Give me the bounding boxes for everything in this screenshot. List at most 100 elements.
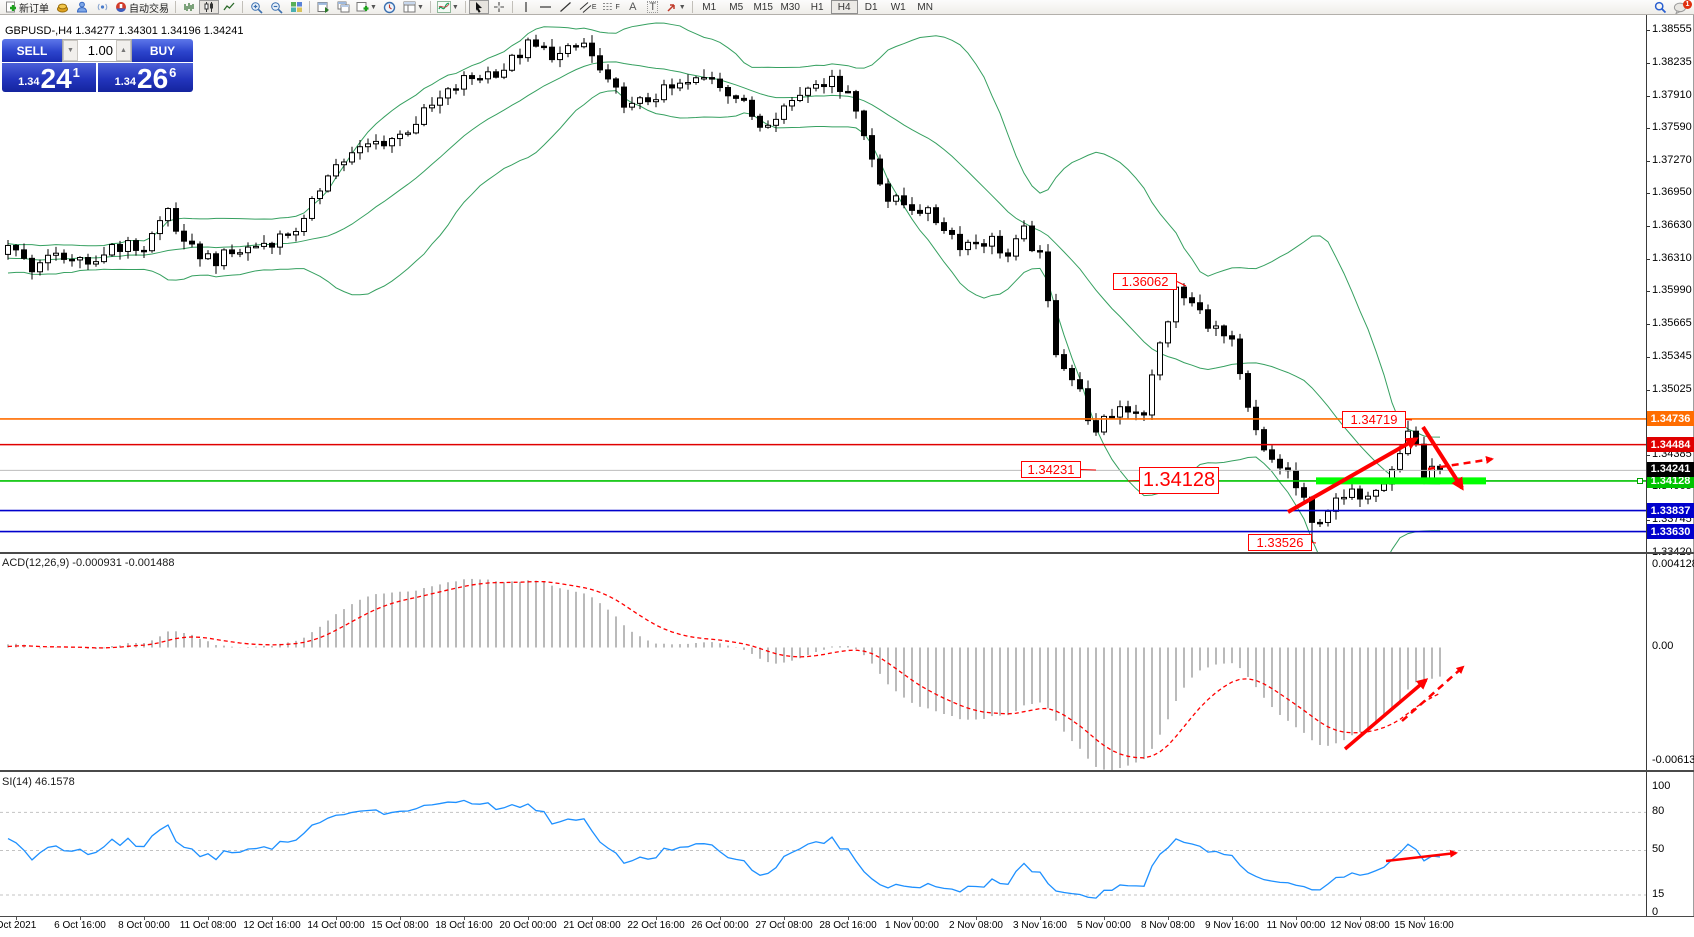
search-button[interactable] <box>1650 1 1670 15</box>
timeframe-button-m30[interactable]: M30 <box>780 1 800 13</box>
time-axis-label: 27 Oct 08:00 <box>755 920 813 931</box>
timeframe-button-mn[interactable]: MN <box>917 1 933 13</box>
price-tick-mark <box>1646 160 1650 162</box>
time-axis-label: 28 Oct 16:00 <box>819 920 877 931</box>
time-tick-mark <box>656 917 657 920</box>
macd-indicator <box>7 578 1441 770</box>
timeframe-button-m5[interactable]: M5 <box>729 1 744 13</box>
timeframe-button-m1[interactable]: M1 <box>702 1 717 13</box>
timeframe-button-m15[interactable]: M15 <box>753 1 773 13</box>
time-tick-mark <box>1232 917 1233 920</box>
time-axis-label: 1 Nov 00:00 <box>885 920 939 931</box>
line-selection-handle[interactable] <box>1637 477 1643 484</box>
buy-price-big: 26 <box>137 63 169 94</box>
text-label-tool-button[interactable]: T <box>643 0 663 14</box>
trendline-tool-button[interactable] <box>556 0 576 14</box>
horizontal-level-lines[interactable] <box>0 418 1646 533</box>
macd-pane-separator[interactable] <box>0 552 1694 554</box>
data-window-button[interactable] <box>72 0 92 14</box>
line-chart-type-button[interactable] <box>219 0 239 14</box>
candlesticks[interactable] <box>5 34 1443 543</box>
time-axis[interactable]: Oct 2021 6 Oct 16:00 8 Oct 00:00 11 Oct 08:… <box>0 916 1694 937</box>
timeframe-button-h4[interactable]: H4 <box>830 0 858 14</box>
buy-button[interactable]: BUY <box>132 39 193 62</box>
arrow-shape-icon <box>667 4 675 12</box>
horizontal-line-icon <box>540 6 552 8</box>
zoom-in-button[interactable] <box>246 0 266 14</box>
bar-chart-type-button[interactable] <box>179 0 199 14</box>
time-axis-label: 8 Oct 00:00 <box>118 920 170 931</box>
time-tick-mark <box>976 917 977 920</box>
time-axis-label: 12 Nov 08:00 <box>1330 920 1390 931</box>
horizontal-line-tool-button[interactable] <box>536 0 556 14</box>
time-axis-label: 12 Oct 16:00 <box>243 920 301 931</box>
autotrading-button[interactable]: 自动交易 <box>112 0 172 15</box>
sell-price-sup: 1 <box>72 65 80 80</box>
new-chart-button[interactable]: ▼ <box>353 0 380 14</box>
timeframe-button-d1[interactable]: D1 <box>864 1 878 13</box>
timeframe-button-w1[interactable]: W1 <box>890 1 906 13</box>
channel-tool-button[interactable]: E <box>576 0 600 14</box>
toolbar-separator <box>691 1 693 13</box>
buy-price-display[interactable]: 1.34 26 6 <box>98 63 193 94</box>
fibonacci-tool-button[interactable]: F <box>599 0 622 14</box>
timeframe-button-h1[interactable]: H1 <box>810 1 824 13</box>
document-plus-icon <box>6 1 16 13</box>
cascade-windows-icon <box>337 1 349 13</box>
price-annotation-1.34231[interactable]: 1.34231 <box>1021 461 1081 478</box>
volume-value[interactable]: 1.00 <box>87 43 113 58</box>
notifications-button[interactable]: 1 <box>1670 0 1692 15</box>
text-label-icon: T <box>647 1 659 13</box>
chevron-down-icon: ▼ <box>678 3 686 11</box>
sell-price-display[interactable]: 1.34 24 1 <box>2 63 96 94</box>
cascade-windows-button[interactable] <box>333 0 353 14</box>
tile-windows-button[interactable] <box>286 0 306 14</box>
zoom-out-button[interactable] <box>266 0 286 14</box>
volume-increase-button[interactable]: ▲ <box>116 40 131 61</box>
time-tick-mark <box>80 917 81 920</box>
market-watch-button[interactable] <box>52 0 72 14</box>
price-annotation-1.33526[interactable]: 1.33526 <box>1248 534 1312 551</box>
crosshair-tool-button[interactable] <box>489 0 509 14</box>
macd-axis-label: 0.00 <box>1652 640 1674 652</box>
price-annotation-1.36062[interactable]: 1.36062 <box>1113 273 1177 290</box>
clock-button[interactable] <box>380 0 400 14</box>
cursor-tool-button[interactable] <box>468 0 489 14</box>
price-tick-label: 1.36310 <box>1652 251 1692 264</box>
price-tick-mark <box>1646 519 1650 521</box>
new-order-button[interactable]: 新订单 <box>2 0 52 15</box>
price-tick-label: 1.38555 <box>1652 23 1692 35</box>
rsi-axis-label: 0 <box>1652 906 1659 918</box>
bar-chart-icon <box>184 3 194 11</box>
sell-price-big: 24 <box>40 63 72 94</box>
toolbar-separator <box>429 1 431 13</box>
fibonacci-icon <box>603 3 613 10</box>
volume-decrease-button[interactable]: ▼ <box>63 40 78 61</box>
time-axis-label: 2 Nov 08:00 <box>949 920 1003 931</box>
time-axis-label: Oct 2021 <box>0 920 37 931</box>
text-tool-button[interactable]: A <box>623 0 643 14</box>
time-tick-mark <box>720 917 721 920</box>
time-axis-label: 8 Nov 08:00 <box>1141 920 1195 931</box>
time-tick-mark <box>336 917 337 920</box>
vertical-line-tool-button[interactable] <box>516 0 536 14</box>
trend-arrows[interactable] <box>1287 425 1494 863</box>
macd-axis-label: 0.004128 <box>1652 558 1694 570</box>
broadcast-icon <box>97 3 107 11</box>
sell-button[interactable]: SELL <box>2 39 62 62</box>
time-tick-mark <box>912 917 913 920</box>
candlestick-chart-type-button[interactable] <box>199 0 219 14</box>
time-axis-label: 11 Oct 08:00 <box>179 920 237 931</box>
sound-button[interactable] <box>92 0 112 14</box>
arrange-windows-button[interactable] <box>313 0 333 14</box>
price-tick-mark <box>1646 62 1650 64</box>
time-tick-mark <box>1296 917 1297 920</box>
price-annotation-1.34128[interactable]: 1.34128 <box>1139 467 1219 494</box>
indicators-button[interactable]: ▼ <box>434 0 462 14</box>
chart-profile-button[interactable]: ▼ <box>400 0 427 14</box>
arrows-tool-button[interactable]: ▼ <box>663 0 689 14</box>
price-annotation-1.34719[interactable]: 1.34719 <box>1342 411 1406 428</box>
rsi-pane-separator[interactable] <box>0 770 1694 772</box>
sell-price-prefix: 1.34 <box>18 76 40 88</box>
